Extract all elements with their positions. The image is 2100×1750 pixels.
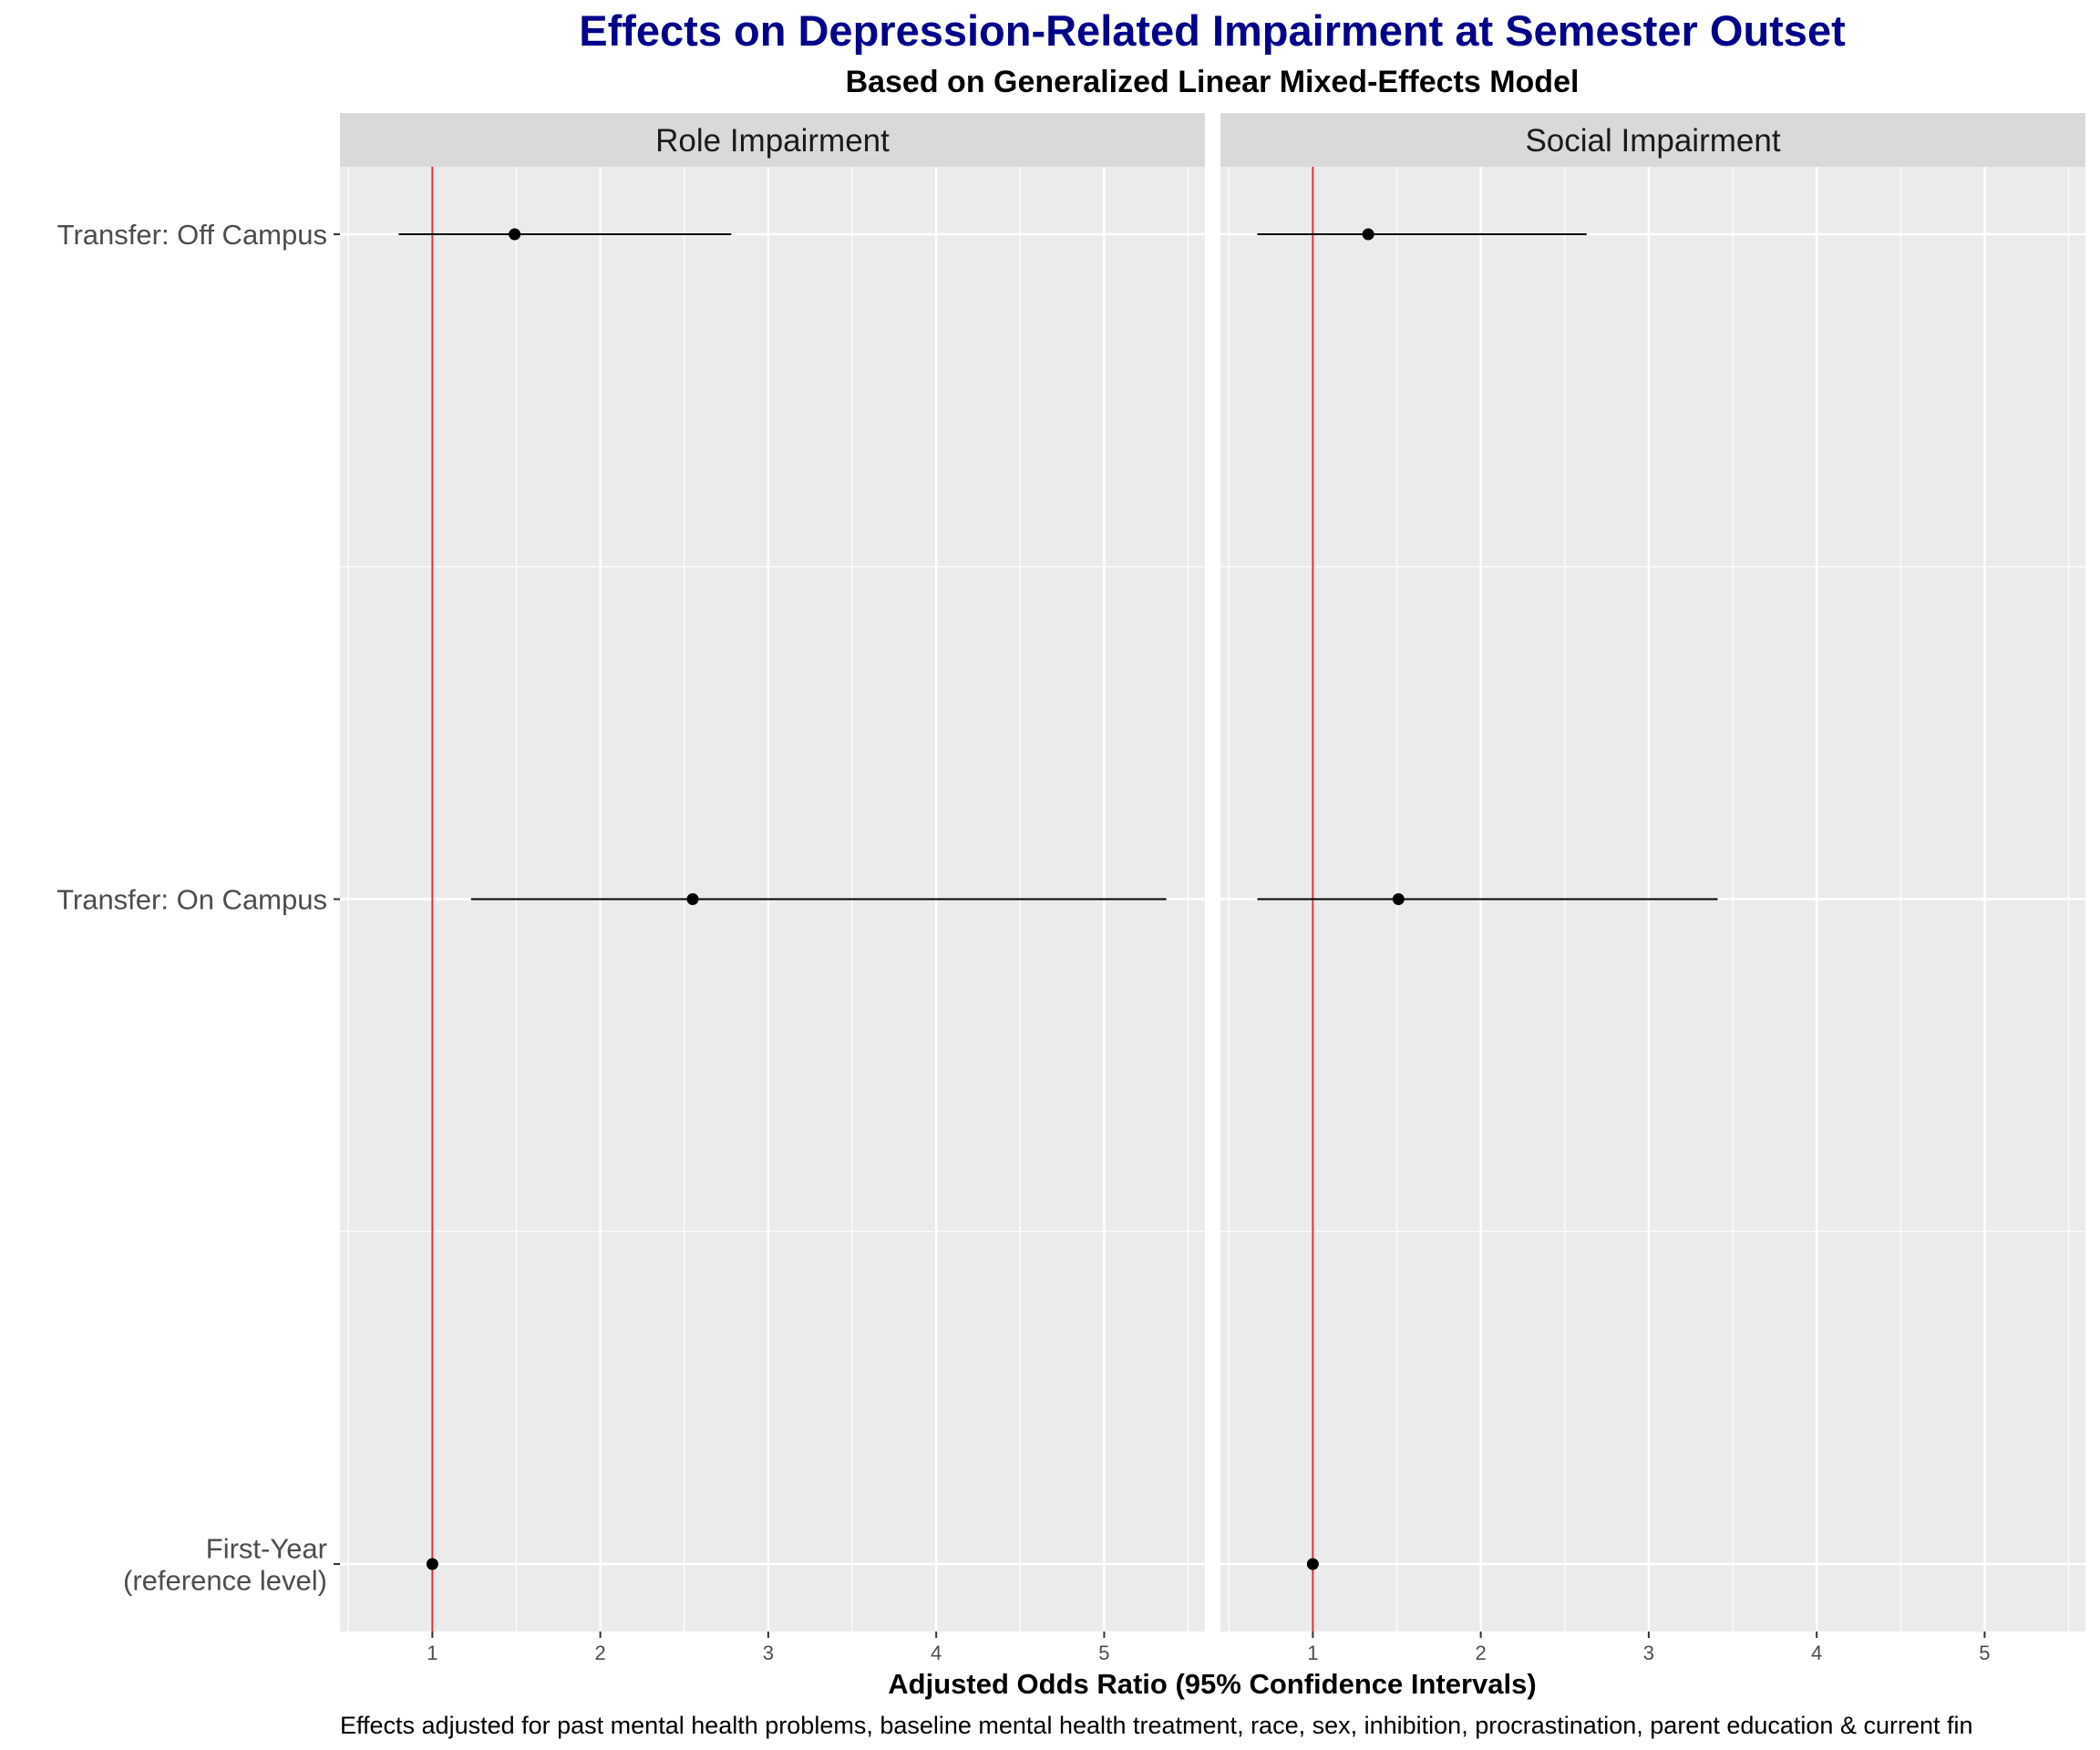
panels: Role Impairment 1 2 3 4 5 Social Impairment 1 2 3… — [340, 113, 2085, 1664]
chart-caption: Effects adjusted for past mental health … — [340, 1712, 1973, 1739]
x-tick-label: 2 — [594, 1642, 605, 1664]
y-tick-label: Transfer: Off Campus — [57, 219, 327, 251]
facet-strip — [340, 113, 1205, 167]
estimate-point — [1362, 228, 1374, 241]
x-tick-label: 4 — [1811, 1642, 1822, 1664]
facet-strip — [1220, 113, 2085, 167]
chart-title: Effects on Depression-Related Impairment… — [579, 6, 1846, 55]
y-tick-label: Transfer: On Campus — [57, 884, 327, 916]
x-tick-label: 2 — [1475, 1642, 1486, 1664]
estimate-point — [509, 228, 521, 241]
y-tick-label: First-Year (reference level) — [123, 1533, 327, 1597]
x-tick-label: 5 — [1979, 1642, 1990, 1664]
x-tick-label: 3 — [763, 1642, 774, 1664]
estimate-point — [1306, 1558, 1319, 1570]
estimate-point — [686, 893, 699, 905]
x-tick-label: 5 — [1098, 1642, 1109, 1664]
panel-1: Role Impairment 1 2 3 4 5 — [340, 113, 1205, 1664]
panel-2: Social Impairment 1 2 3 4 5 — [1220, 113, 2085, 1664]
x-tick-label: 4 — [931, 1642, 942, 1664]
estimate-point — [1392, 893, 1405, 905]
estimate-point — [426, 1558, 438, 1570]
x-tick-label: 1 — [1307, 1642, 1318, 1664]
chart-subtitle: Based on Generalized Linear Mixed-Effect… — [846, 65, 1580, 99]
x-tick-label: 3 — [1643, 1642, 1654, 1664]
x-tick-label: 1 — [427, 1642, 438, 1664]
x-axis-label: Adjusted Odds Ratio (95% Confidence Inte… — [888, 1668, 1536, 1700]
facet-label: Role Impairment — [655, 123, 890, 159]
facet-label: Social Impairment — [1525, 123, 1780, 159]
y-axis: Transfer: Off Campus Transfer: On Campus F… — [57, 219, 340, 1597]
